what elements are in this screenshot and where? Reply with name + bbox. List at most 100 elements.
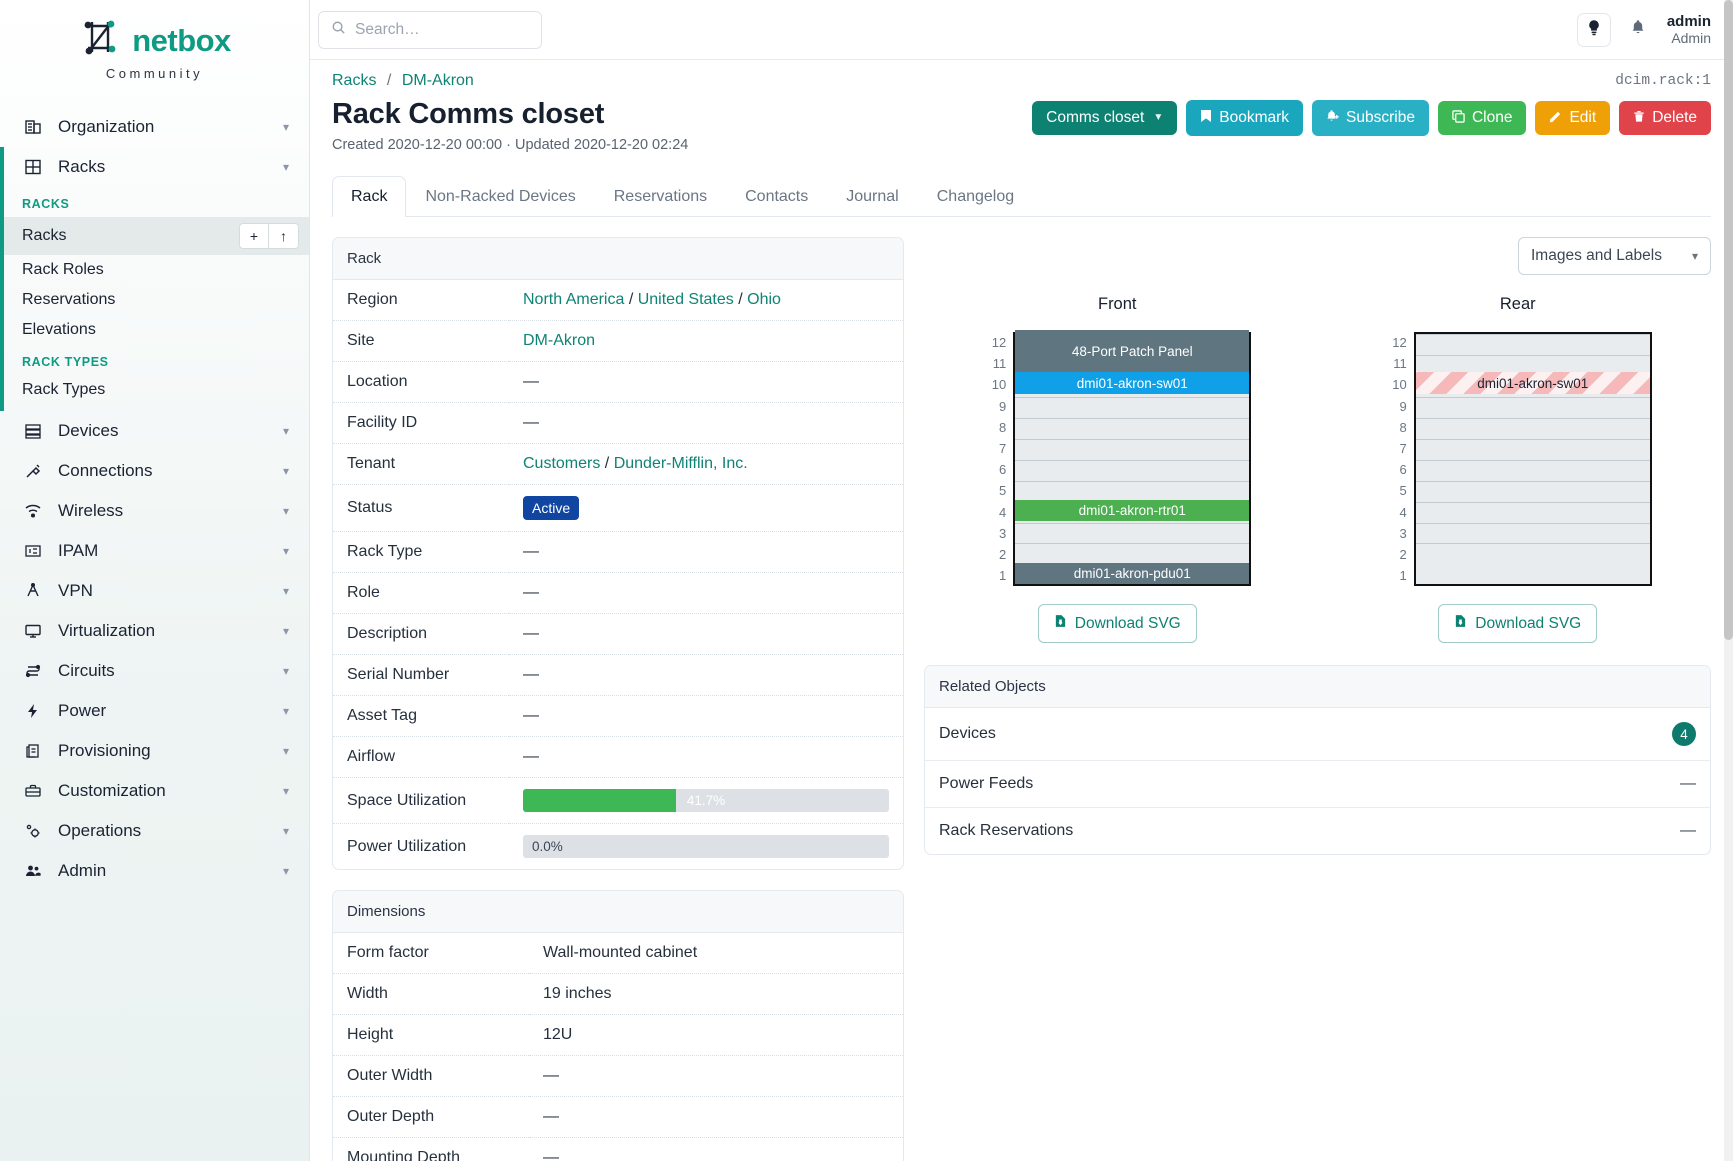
rack-device[interactable]: dmi01-akron-rtr01 [1015,499,1250,521]
rack-unit-slot[interactable] [1415,543,1650,565]
tab-changelog[interactable]: Changelog [936,188,1015,205]
rack-unit-slot[interactable] [1015,438,1250,460]
region-link-3[interactable]: Ohio [747,291,781,308]
tenant-link[interactable]: Dunder-Mifflin, Inc. [613,455,748,472]
bookmark-button[interactable]: Bookmark [1186,100,1304,136]
rack-unit-slot[interactable] [1415,396,1650,418]
content-columns: Rack Region North America / United State… [332,237,1711,1161]
related-row-devices[interactable]: Devices 4 [925,708,1710,762]
scrollbar-thumb[interactable] [1724,0,1733,640]
rack-unit-slot[interactable] [1415,417,1650,439]
rack-unit-slot[interactable] [1415,564,1650,585]
breadcrumb-current-link[interactable]: DM-Akron [401,72,474,89]
sidebar-item-label: VPN [58,581,93,600]
sidebar-item-ipam[interactable]: IPAM ▾ [0,531,309,571]
tab-contacts[interactable]: Contacts [745,188,809,205]
rack-unit-slot[interactable] [1415,438,1650,460]
download-svg-rear-button[interactable]: Download SVG [1438,604,1598,644]
table-row: Asset Tag — [333,696,903,737]
tenant-group-link[interactable]: Customers [523,455,601,472]
rack-unit-slot[interactable] [1415,459,1650,481]
region-link-1[interactable]: North America [523,291,625,308]
front-unit-ruler: 1 2 3 4 5 6 7 8 9 10 11 12 [983,332,1013,586]
sidebar-item-rack-roles[interactable]: Rack Roles [0,255,309,285]
edit-button[interactable]: Edit [1535,100,1611,135]
sidebar-item-label: Circuits [58,661,115,680]
sidebar-item-racks-list[interactable]: Racks + ↑ [0,217,309,255]
user-menu[interactable]: admin Admin [1667,13,1711,46]
sidebar-item-wireless[interactable]: Wireless ▾ [0,491,309,531]
tab-rack[interactable]: Rack [332,176,407,217]
related-row-power-feeds[interactable]: Power Feeds — [925,761,1710,809]
power-icon [22,701,44,721]
delete-button[interactable]: Delete [1619,100,1711,135]
elevation-render-select[interactable]: Images and Labels ▾ [1517,237,1711,275]
rack-unit-slot[interactable] [1015,459,1250,481]
sidebar-subitem-label: Reservations [22,291,116,308]
sidebar-item-reservations[interactable]: Reservations [0,285,309,315]
bookmark-label: Bookmark [1219,109,1290,126]
region-link-2[interactable]: United States [637,291,734,308]
topbar-right: admin Admin [1576,12,1711,47]
object-dropdown-label: Comms closet [1046,109,1145,126]
rack-unit-slot[interactable] [1415,354,1650,376]
site-link[interactable]: DM-Akron [523,332,596,349]
row-label: Description [347,625,428,642]
devices-icon [22,421,44,441]
sidebar-item-organization[interactable]: Organization ▾ [0,107,309,147]
sidebar-item-customization[interactable]: Customization ▾ [0,771,309,811]
rack-unit-slot[interactable] [1415,501,1650,523]
sidebar-item-operations[interactable]: Operations ▾ [0,811,309,851]
table-row: Mounting Depth — [333,1138,903,1161]
rack-unit-label: 1 [999,568,1007,584]
row-label: Rack Type [347,543,423,560]
sidebar-item-label: Admin [58,861,107,880]
import-rack-button[interactable]: ↑ [269,223,299,249]
tab-reservations[interactable]: Reservations [613,188,708,205]
tab-non-racked-devices[interactable]: Non-Racked Devices [425,188,576,205]
space-utilization-bar: 41.7% [523,789,889,812]
rack-device[interactable]: dmi01-akron-pdu01 [1015,563,1250,585]
download-svg-front-button[interactable]: Download SVG [1037,604,1197,644]
sidebar-item-connections[interactable]: Connections ▾ [0,451,309,491]
table-row: Serial Number — [333,655,903,696]
sidebar-item-virtualization[interactable]: Virtualization ▾ [0,611,309,651]
search-input[interactable]: Search… [318,10,542,49]
notifications-button[interactable] [1623,15,1653,45]
tab-journal[interactable]: Journal [846,188,899,205]
rack-unit-slot[interactable] [1015,522,1250,544]
row-label: Region [347,291,398,308]
rack-unit-slot[interactable] [1415,522,1650,544]
sidebar-item-admin[interactable]: Admin ▾ [0,851,309,891]
rack-device[interactable]: dmi01-akron-sw01 [1415,372,1650,394]
rack-unit-slot[interactable] [1015,396,1250,418]
object-id-label: dcim.rack:1 [1615,73,1711,89]
rack-unit-slot[interactable] [1015,480,1250,502]
sidebar-item-devices[interactable]: Devices ▾ [0,411,309,451]
rack-unit-slot[interactable] [1415,480,1650,502]
sidebar-item-racks[interactable]: Racks ▾ [0,147,309,187]
sidebar-item-vpn[interactable]: VPN ▾ [0,571,309,611]
object-dropdown-button[interactable]: Comms closet ▼ [1032,101,1178,135]
breadcrumb-parent-link[interactable]: Racks [332,72,377,89]
sidebar-item-elevations[interactable]: Elevations [0,315,309,345]
vertical-scrollbar[interactable] [1724,0,1733,1161]
rack-unit-slot[interactable] [1015,543,1250,565]
clone-button[interactable]: Clone [1437,100,1527,135]
rack-device[interactable]: dmi01-akron-sw01 [1015,372,1250,394]
table-row: Rack Type — [333,532,903,573]
sidebar-item-rack-types[interactable]: Rack Types [0,375,309,405]
sidebar-item-label: Provisioning [58,741,151,760]
rack-unit-slot[interactable] [1415,333,1650,355]
sidebar-item-provisioning[interactable]: Provisioning ▾ [0,731,309,771]
theme-toggle-button[interactable] [1576,12,1611,47]
sidebar-item-circuits[interactable]: Circuits ▾ [0,651,309,691]
related-row-rack-reservations[interactable]: Rack Reservations — [925,808,1710,854]
rack-unit-slot[interactable] [1015,417,1250,439]
brand-logo[interactable]: netbox Community [0,0,309,91]
row-label: Tenant [347,455,396,472]
rack-device[interactable]: 48-Port Patch Panel [1015,330,1250,373]
sidebar-item-power[interactable]: Power ▾ [0,691,309,731]
subscribe-button[interactable]: Subscribe [1312,100,1429,136]
add-rack-button[interactable]: + [239,223,269,249]
